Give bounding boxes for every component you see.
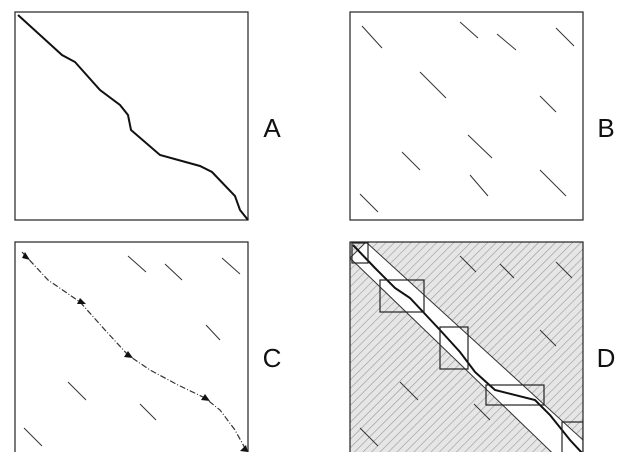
diagonal-band xyxy=(350,242,583,452)
panel-d: D xyxy=(349,241,616,452)
alignment-path xyxy=(17,14,249,221)
match-segments xyxy=(359,255,573,447)
alignment-path xyxy=(21,251,247,451)
arrow-heads xyxy=(22,252,248,452)
panel-label: B xyxy=(597,113,614,143)
panel-frame xyxy=(349,11,584,221)
match-segments xyxy=(359,21,575,213)
panel-frame xyxy=(349,241,584,452)
panel-c: C xyxy=(14,241,282,452)
anchor-boxes xyxy=(351,242,583,452)
panel-a: A xyxy=(14,11,281,221)
panel-label: D xyxy=(597,343,616,373)
match-segments xyxy=(23,255,241,447)
panel-b: B xyxy=(349,11,615,221)
panel-label: C xyxy=(263,343,282,373)
panel-label: A xyxy=(263,113,281,143)
panel-frame xyxy=(14,241,249,452)
panel-frame xyxy=(14,11,249,221)
